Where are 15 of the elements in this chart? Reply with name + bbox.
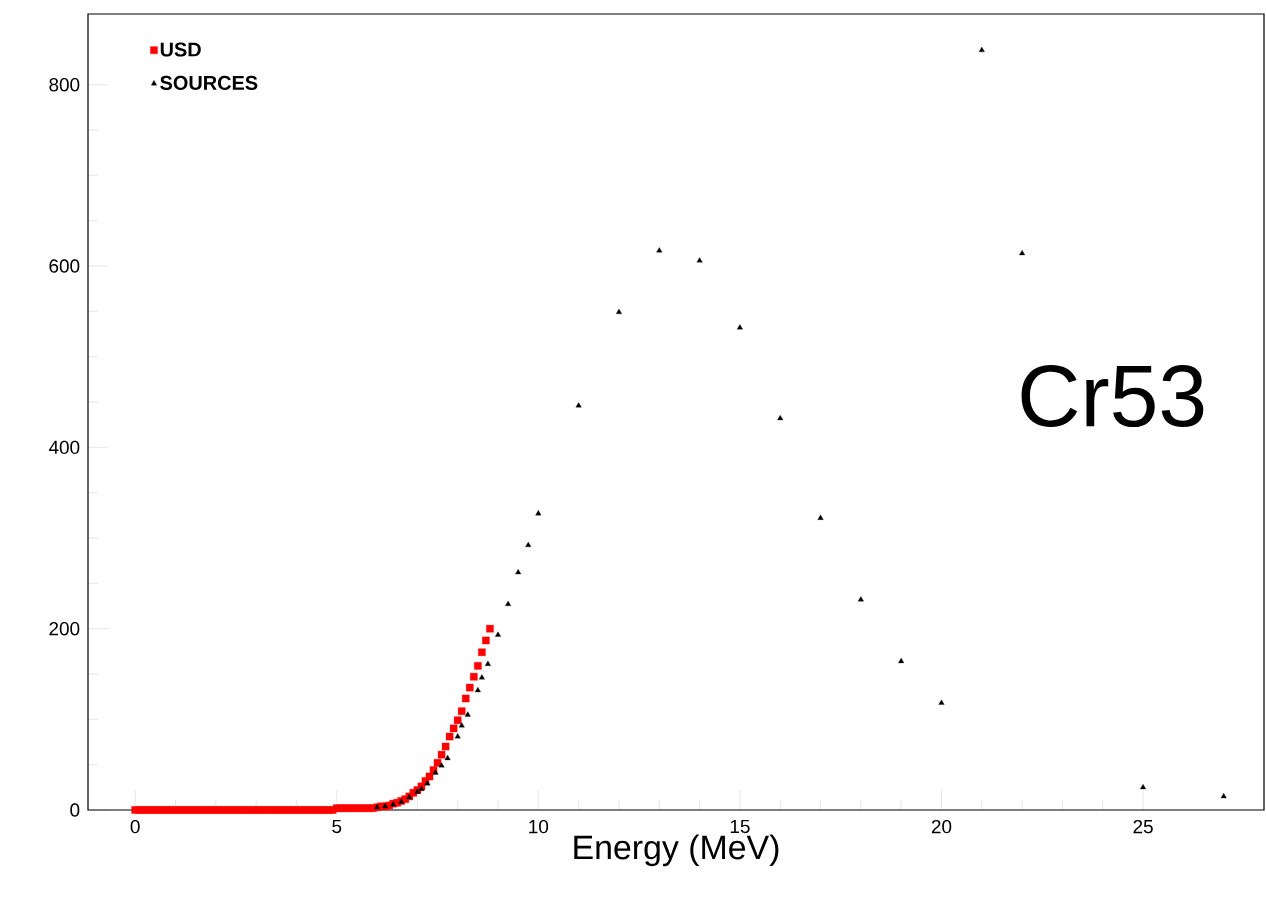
y-tick-label: 400 xyxy=(48,440,80,455)
annotation: Cr53 xyxy=(1021,365,1204,428)
legend-label: SOURCES xyxy=(160,75,258,90)
x-tick-label: 10 xyxy=(529,819,549,834)
legend-label: USD xyxy=(160,42,201,57)
x-tick-label: 25 xyxy=(1133,819,1153,834)
x-tick-label: 20 xyxy=(931,819,952,834)
y-tick-label: 200 xyxy=(49,621,80,636)
x-axis-title: Energy (MeV) xyxy=(574,834,779,867)
x-tick-label: 0 xyxy=(130,819,140,834)
y-tick-label: 0 xyxy=(70,803,80,817)
x-tick-label: 15 xyxy=(730,819,750,834)
y-tick-label: 800 xyxy=(49,78,80,92)
x-tick-label: 5 xyxy=(332,819,342,834)
y-tick-label: 600 xyxy=(49,259,80,273)
